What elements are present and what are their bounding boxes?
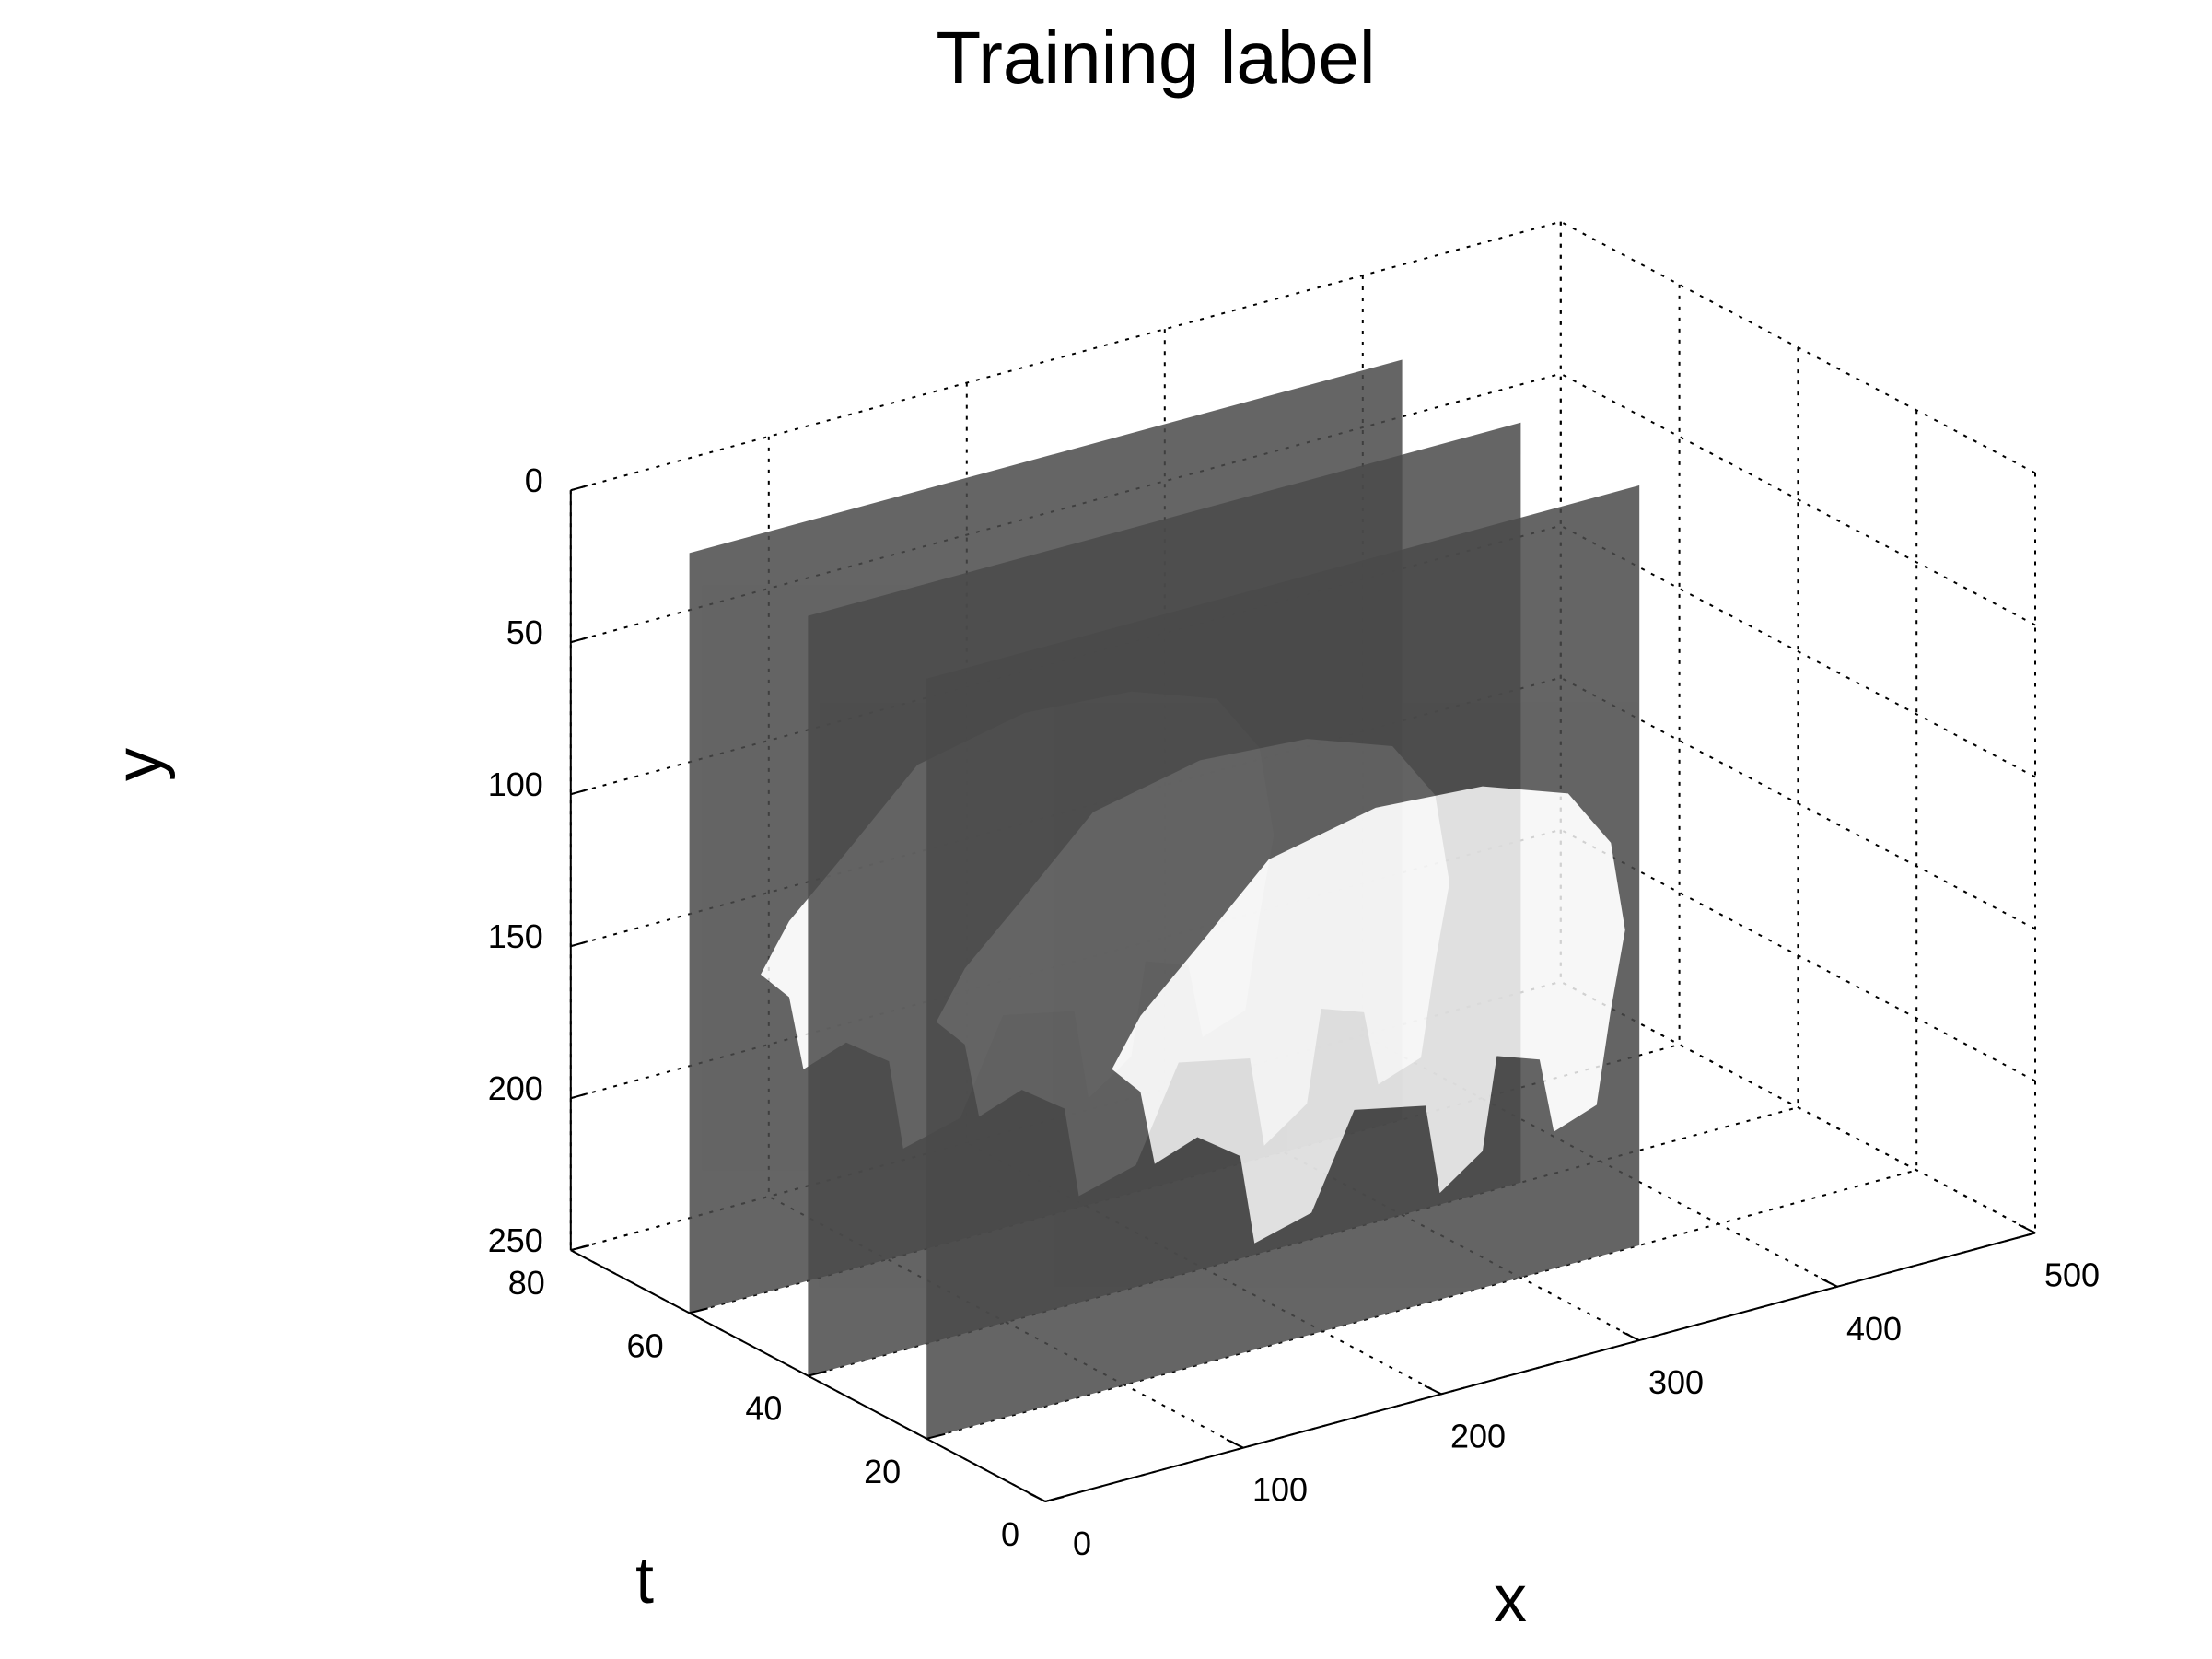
foreground-mask	[1112, 786, 1625, 1244]
x-tick-label: 0	[1073, 1525, 1091, 1562]
y-tick-label: 200	[488, 1069, 543, 1107]
grid-line	[1560, 980, 2036, 1234]
x-tick-label: 100	[1252, 1471, 1308, 1509]
y-tick-mark	[570, 485, 588, 492]
x-tick-label: 500	[2044, 1256, 2100, 1294]
x-axis-line	[1044, 1232, 2036, 1502]
y-tick-label: 150	[488, 917, 543, 955]
grid-line	[1560, 676, 2036, 930]
chart-title: Training label	[936, 17, 1375, 99]
y-tick-label: 100	[488, 765, 543, 803]
tick-layer: 0 100 200 300 400 500 0 20 40 60 80 0 50 100 150 200 250	[488, 461, 2100, 1562]
x-tick-mark	[1424, 1384, 1442, 1396]
t-tick-label: 20	[864, 1453, 901, 1490]
x-tick-mark	[1820, 1277, 1838, 1288]
x-tick-mark	[1028, 1492, 1046, 1502]
t-tick-mark	[689, 1307, 708, 1314]
x-tick-label: 200	[1450, 1417, 1506, 1455]
x-tick-mark	[1226, 1438, 1244, 1449]
grid-line	[1560, 828, 2036, 1082]
y-tick-label: 250	[488, 1221, 543, 1259]
y-tick-label: 50	[506, 613, 543, 651]
slice-layer	[689, 359, 1640, 1439]
grid-line	[1560, 524, 2036, 778]
grid-line	[1560, 372, 2036, 626]
t-tick-mark	[1044, 1496, 1065, 1502]
x-axis-label: x	[1494, 1562, 1527, 1636]
x-tick-label: 400	[1846, 1310, 1902, 1348]
t-tick-mark	[926, 1432, 946, 1440]
y-tick-mark	[570, 789, 588, 796]
grid-line	[570, 220, 1562, 492]
y-tick-mark	[570, 1092, 588, 1100]
grid-line	[1560, 220, 2036, 474]
y-axis-label: y	[102, 748, 176, 781]
y-tick-mark	[570, 1244, 588, 1252]
t-tick-label: 0	[1001, 1515, 1019, 1553]
t-tick-label: 80	[508, 1264, 545, 1302]
x-tick-mark	[2018, 1223, 2036, 1234]
x-tick-label: 300	[1648, 1363, 1704, 1401]
t-tick-mark	[808, 1370, 827, 1377]
t-tick-label: 60	[627, 1326, 664, 1364]
t-axis-label: t	[635, 1544, 654, 1618]
t-tick-label: 40	[745, 1390, 782, 1428]
x-tick-mark	[1622, 1331, 1640, 1341]
slice-t-20	[926, 485, 1640, 1439]
y-tick-label: 0	[525, 461, 543, 499]
y-tick-mark	[570, 940, 588, 948]
y-tick-mark	[570, 637, 588, 644]
